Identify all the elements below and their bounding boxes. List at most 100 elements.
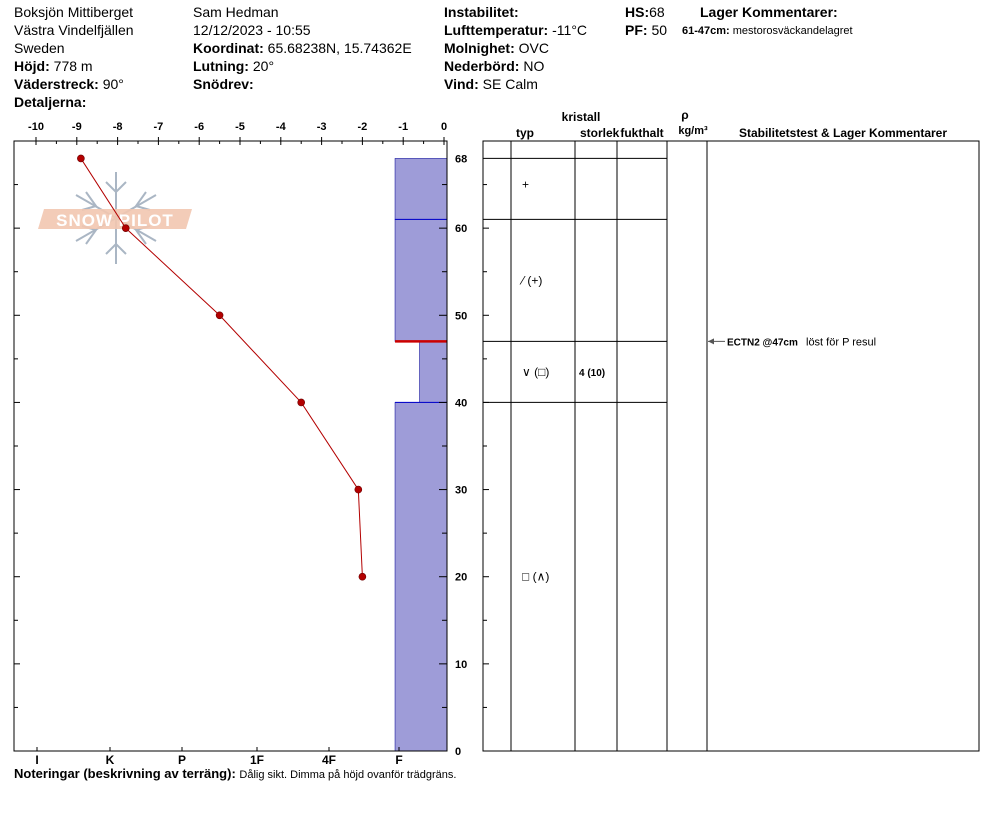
hardness-bar [394,219,448,342]
height-tick-label: 50 [455,310,467,322]
hardness-tick-label: P [178,753,186,767]
layer-comment-range: 61-47cm: [682,25,730,37]
elevation-value: 778 m [53,58,93,74]
temp-tick-label: -6 [194,121,204,133]
height-tick-label: 68 [455,153,467,165]
header-weather-block: Instabilitet: Lufttemperatur: -11°C Moln… [444,3,587,93]
height-tick-label: 30 [455,485,467,497]
wind-label: Vind: [444,76,479,92]
cloud-label: Molnighet: [444,40,515,56]
airtemp-label: Lufttemperatur: [444,22,549,38]
cloud-value: OVC [518,40,549,56]
region-name: Västra Vindelfjällen [14,22,134,38]
country-name: Sweden [14,40,65,56]
aspect-label: Väderstreck: [14,76,99,92]
observer-name: Sam Hedman [193,4,279,20]
temperature-profile-line [80,158,363,577]
airtemp-value: -11°C [552,22,588,38]
temp-tick-label: -8 [113,121,123,133]
instability-row: Instabilitet: [444,3,587,21]
height-tick-label: 20 [455,572,467,584]
header-moisture: fukthalt [620,126,663,140]
coord-value: 65.68238N, 15.74362E [267,40,412,56]
layer-crystal-size: 4 (10) [579,368,605,379]
aspect-value: 90° [102,76,124,92]
temp-tick-label: -7 [154,121,164,133]
header-location-block: Boksjön Mittiberget Västra Vindelfjällen… [14,3,134,111]
temp-tick-label: -4 [276,121,287,133]
coord-row: Koordinat: 65.68238N, 15.74362E [193,39,412,57]
layer-crystal-type: □ (∧) [522,570,549,584]
header-size: storlek [580,126,620,140]
temperature-point [77,154,85,163]
location-name: Boksjön Mittiberget [14,4,134,20]
aspect-row: Väderstreck: 90° [14,75,134,93]
precip-value: NO [523,58,545,74]
height-tick-label: 40 [455,397,467,409]
temperature-point [358,572,367,581]
instability-label: Instabilitet: [444,4,519,20]
layer-comments-title: Lager Kommentarer: [700,4,838,20]
pf-value: 50 [651,22,668,38]
header-crystal: kristall [562,110,601,124]
airtemp-row: Lufttemperatur: -11°C [444,21,587,39]
temp-plot-frame [13,140,448,752]
hardness-tick-label: I [35,753,38,767]
drift-row: Snödrev: [193,75,412,93]
elevation-row: Höjd: 778 m [14,57,134,75]
height-tick-label: 60 [455,223,467,235]
temperature-point [121,224,130,232]
temp-tick-label: -9 [72,121,82,133]
layer-crystal-type: + [522,178,529,192]
hardness-tick-label: K [106,753,115,767]
header-snow-block: HS:68 PF: 50 [625,3,667,39]
header-observer-block: Sam Hedman 12/12/2023 - 10:55 Koordinat:… [193,3,412,93]
header-type: typ [516,126,534,140]
temp-tick-label: -10 [28,121,44,133]
hardness-tick-label: 1F [250,753,264,767]
header-rho: ρ [681,108,688,122]
layer-crystal-type: ⁄ (+) [519,273,542,287]
hardness-tick-label: 4F [322,753,336,767]
notes-text: Dålig sikt. Dimma på höjd ovanför trädgr… [239,769,457,781]
hardness-bar [394,402,448,752]
header-density-unit: kg/m³ [678,125,708,137]
notes-label: Noteringar (beskrivning av terräng): [14,766,236,781]
slope-label: Lutning: [193,58,249,74]
temp-tick-label: -5 [235,121,245,133]
elevation-label: Höjd: [14,58,50,74]
slope-row: Lutning: 20° [193,57,412,75]
temp-tick-label: -3 [317,121,327,133]
wind-value: SE Calm [482,76,538,92]
stability-test-comment: löst för P resul [806,336,876,348]
precip-row: Nederbörd: NO [444,57,587,75]
hs-value: 68 [649,4,665,20]
height-tick-label: 10 [455,659,467,671]
header-layer-comments: Lager Kommentarer: [700,3,838,21]
temp-tick-label: 0 [441,121,447,133]
temperature-point [215,311,224,320]
details-row: Detaljerna: [14,93,134,111]
layer-table-frame [482,140,980,752]
header-comments: Stabilitetstest & Lager Kommentarer [739,126,947,140]
layer-comment-row: 61-47cm: mestorosväckandelagret [682,22,853,40]
layer-comment-text: mestorosväckandelagret [732,25,853,37]
details-label: Detaljerna: [14,94,87,110]
drift-label: Snödrev: [193,76,254,92]
stability-test-arrowhead [708,338,714,345]
cloud-row: Molnighet: OVC [444,39,587,57]
layer-crystal-type: ∨ (□) [522,365,549,379]
stability-test-label: ECTN2 @47cm [727,337,798,348]
pf-label: PF: [625,22,648,38]
watermark-text: SNOW PILOT [56,211,174,230]
wind-row: Vind: SE Calm [444,75,587,93]
snowpilot-watermark: SNOW PILOT [38,172,192,264]
temp-tick-label: -2 [358,121,368,133]
hs-label: HS: [625,4,650,20]
temp-tick-label: -1 [398,121,408,133]
observation-datetime: 12/12/2023 - 10:55 [193,22,311,38]
terrain-notes: Noteringar (beskrivning av terräng): Dål… [14,766,456,781]
precip-label: Nederbörd: [444,58,520,74]
hs-row: HS:68 [625,3,667,21]
